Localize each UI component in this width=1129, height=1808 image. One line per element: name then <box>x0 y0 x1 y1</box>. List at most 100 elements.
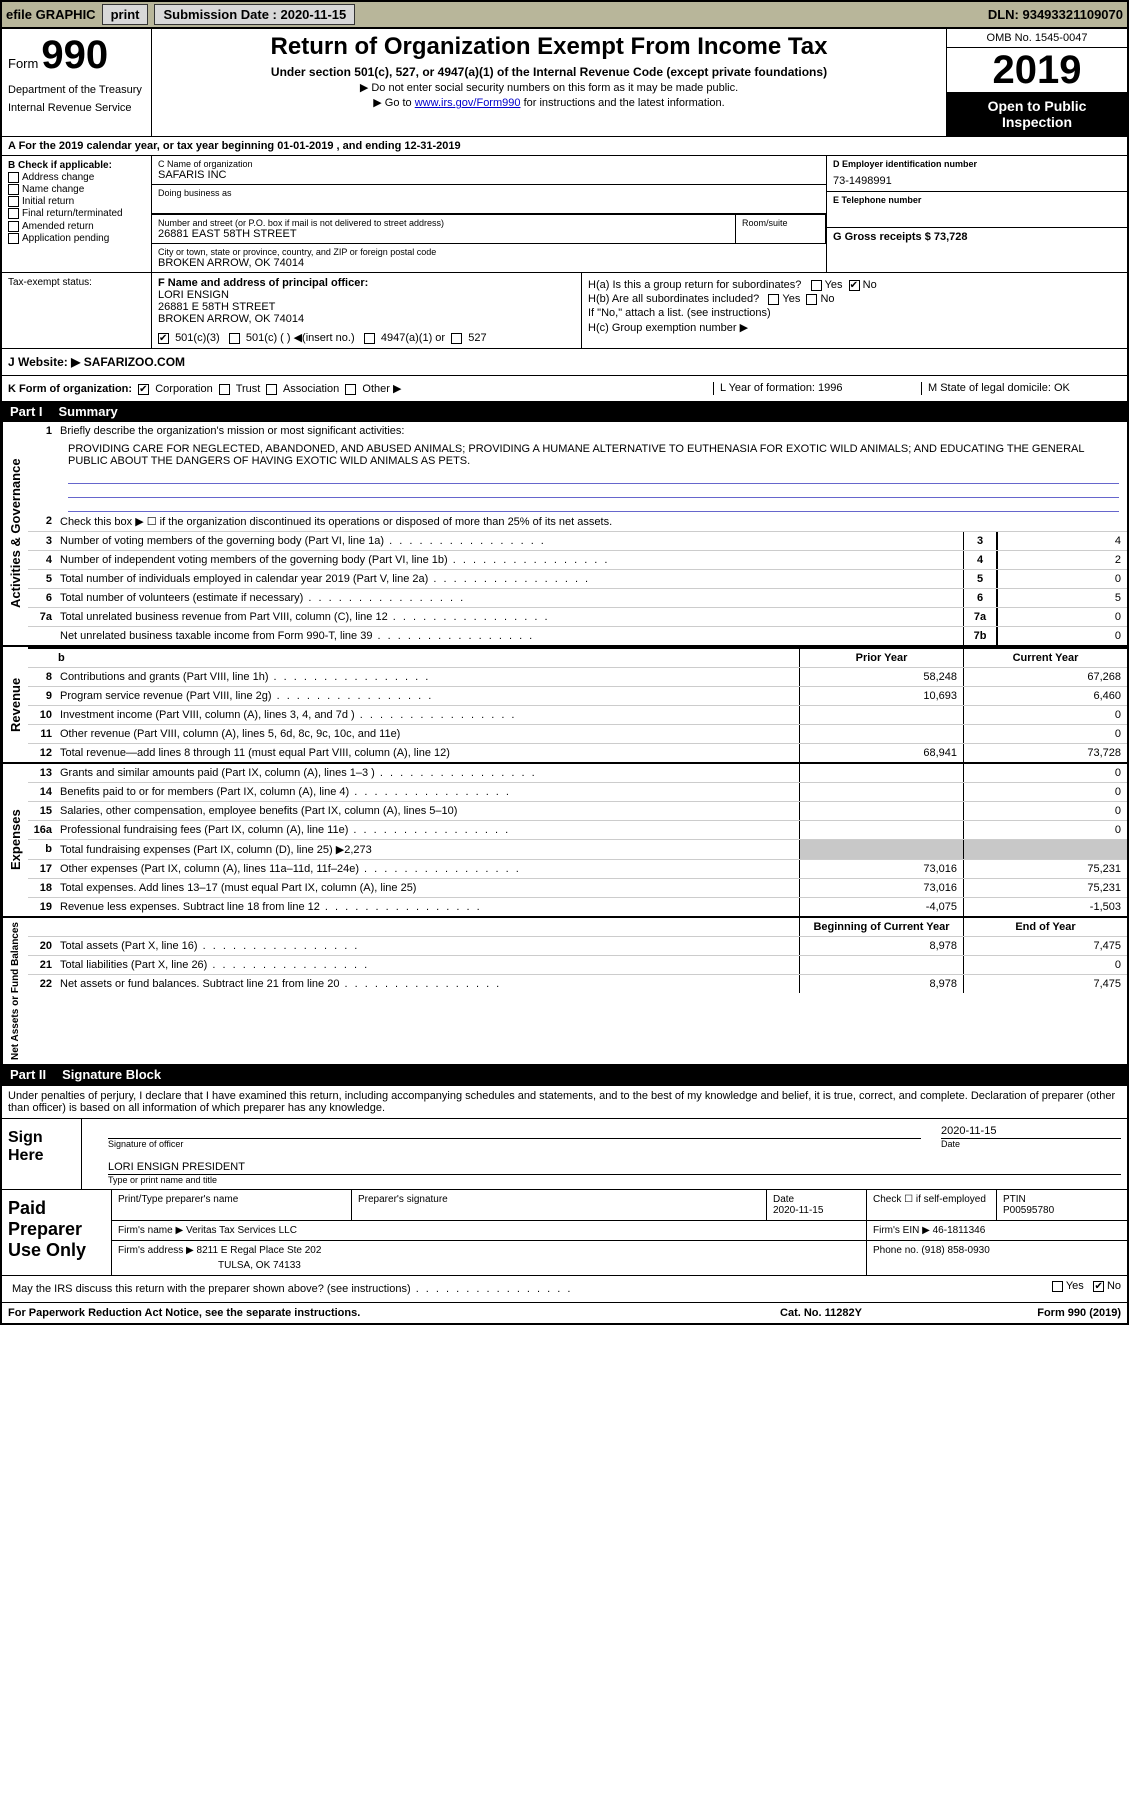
p21 <box>799 956 963 974</box>
ha-no[interactable] <box>849 280 860 291</box>
prior-year-head: Prior Year <box>799 649 963 667</box>
l5-val: 0 <box>997 570 1127 588</box>
box-f: F Name and address of principal officer:… <box>152 273 582 348</box>
c12: 73,728 <box>963 744 1127 762</box>
chk-other[interactable] <box>345 384 356 395</box>
f-name: LORI ENSIGN <box>158 289 575 301</box>
street-value: 26881 EAST 58TH STREET <box>158 228 729 240</box>
hb-no[interactable] <box>806 294 817 305</box>
p18: 73,016 <box>799 879 963 897</box>
prep-c4[interactable]: Check ☐ if self-employed <box>867 1190 997 1220</box>
phone-label: E Telephone number <box>833 195 1121 205</box>
city-label: City or town, state or province, country… <box>158 247 820 257</box>
form-title: Return of Organization Exempt From Incom… <box>160 33 938 61</box>
section-bcdefg: B Check if applicable: Address change Na… <box>2 155 1127 272</box>
part2-title: Signature Block <box>62 1067 161 1082</box>
p19: -4,075 <box>799 898 963 916</box>
form-word: Form <box>8 56 38 71</box>
expenses-section: Expenses 13Grants and similar amounts pa… <box>2 762 1127 916</box>
form-number: 990 <box>41 33 108 77</box>
submission-date-button[interactable]: Submission Date : 2020-11-15 <box>154 4 355 25</box>
current-year-head: Current Year <box>963 649 1127 667</box>
box-m: M State of legal domicile: OK <box>921 382 1121 395</box>
phone-box: E Telephone number <box>827 192 1127 228</box>
hb-note: If "No," attach a list. (see instruction… <box>588 307 1121 319</box>
chk-address[interactable]: Address change <box>8 172 145 183</box>
chk-assoc[interactable] <box>266 384 277 395</box>
netassets-section: Net Assets or Fund Balances Beginning of… <box>2 916 1127 1064</box>
l19: Revenue less expenses. Subtract line 18 … <box>56 898 799 916</box>
c20: 7,475 <box>963 937 1127 955</box>
chk-initial[interactable]: Initial return <box>8 196 145 207</box>
begin-year-head: Beginning of Current Year <box>799 918 963 936</box>
street-box: Number and street (or P.O. box if mail i… <box>152 215 736 243</box>
chk-527[interactable] <box>451 333 462 344</box>
l1-label: Briefly describe the organization's miss… <box>56 422 1127 440</box>
chk-final[interactable]: Final return/terminated <box>8 208 145 219</box>
sign-here: Sign Here <box>2 1119 82 1189</box>
p17: 73,016 <box>799 860 963 878</box>
preparer-block: Paid Preparer Use Only Print/Type prepar… <box>2 1189 1127 1275</box>
chk-501c[interactable] <box>229 333 240 344</box>
sig-name: LORI ENSIGN PRESIDENT <box>108 1159 1121 1175</box>
c18: 75,231 <box>963 879 1127 897</box>
prep-c2: Preparer's signature <box>352 1190 767 1220</box>
omb-number: OMB No. 1545-0047 <box>947 29 1127 48</box>
l10: Investment income (Part VIII, column (A)… <box>56 706 799 724</box>
chk-name[interactable]: Name change <box>8 184 145 195</box>
l8: Contributions and grants (Part VIII, lin… <box>56 668 799 686</box>
part1-header: Part I Summary <box>2 401 1127 422</box>
p20: 8,978 <box>799 937 963 955</box>
l18: Total expenses. Add lines 13–17 (must eq… <box>56 879 799 897</box>
l6-val: 5 <box>997 589 1127 607</box>
l3-desc: Number of voting members of the governin… <box>56 532 963 550</box>
firm-addr-cell: Firm's address ▶ 8211 E Regal Place Ste … <box>112 1241 867 1275</box>
ha-label: H(a) Is this a group return for subordin… <box>588 279 801 291</box>
j-label: J Website: ▶ <box>8 355 80 369</box>
k-label: K Form of organization: <box>8 383 132 395</box>
firm-ein-cell: Firm's EIN ▶ 46-1811346 <box>867 1221 1127 1240</box>
hb-yes[interactable] <box>768 294 779 305</box>
p12: 68,941 <box>799 744 963 762</box>
l20: Total assets (Part X, line 16) <box>56 937 799 955</box>
sig-name-label: Type or print name and title <box>108 1175 1121 1185</box>
discuss-no[interactable] <box>1093 1281 1104 1292</box>
prep-label: Paid Preparer Use Only <box>2 1190 112 1275</box>
l15: Salaries, other compensation, employee b… <box>56 802 799 820</box>
l4-val: 2 <box>997 551 1127 569</box>
dept-treasury: Department of the Treasury <box>8 84 145 96</box>
discuss-yes[interactable] <box>1052 1281 1063 1292</box>
chk-amended[interactable]: Amended return <box>8 221 145 232</box>
box-h: H(a) Is this a group return for subordin… <box>582 273 1127 348</box>
c9: 6,460 <box>963 687 1127 705</box>
gross-box: G Gross receipts $ 73,728 <box>827 228 1127 252</box>
sub3-pre: ▶ Go to <box>373 97 414 109</box>
c19: -1,503 <box>963 898 1127 916</box>
l17: Other expenses (Part IX, column (A), lin… <box>56 860 799 878</box>
c10: 0 <box>963 706 1127 724</box>
section-fh: Tax-exempt status: F Name and address of… <box>2 272 1127 348</box>
box-klm: K Form of organization: Corporation Trus… <box>2 375 1127 401</box>
chk-pending[interactable]: Application pending <box>8 233 145 244</box>
city-value: BROKEN ARROW, OK 74014 <box>158 257 820 269</box>
c11: 0 <box>963 725 1127 743</box>
activities-section: Activities & Governance 1 Briefly descri… <box>2 422 1127 645</box>
print-button[interactable]: print <box>102 4 149 25</box>
prep-c3: Date 2020-11-15 <box>767 1190 867 1220</box>
open-public: Open to Public Inspection <box>947 92 1127 136</box>
l21: Total liabilities (Part X, line 26) <box>56 956 799 974</box>
open-line1: Open to Public <box>951 98 1123 114</box>
box-cde: C Name of organization SAFARIS INC Doing… <box>152 156 1127 272</box>
header-right: OMB No. 1545-0047 2019 Open to Public In… <box>947 29 1127 136</box>
city-box: City or town, state or province, country… <box>152 243 826 272</box>
chk-trust[interactable] <box>219 384 230 395</box>
irs-link[interactable]: www.irs.gov/Form990 <box>415 97 521 109</box>
p11 <box>799 725 963 743</box>
p14 <box>799 783 963 801</box>
chk-4947[interactable] <box>364 333 375 344</box>
header-left: Form 990 Department of the Treasury Inte… <box>2 29 152 136</box>
ha-yes[interactable] <box>811 280 822 291</box>
chk-corp[interactable] <box>138 384 149 395</box>
part2-header: Part II Signature Block <box>2 1064 1127 1085</box>
chk-501c3[interactable] <box>158 333 169 344</box>
